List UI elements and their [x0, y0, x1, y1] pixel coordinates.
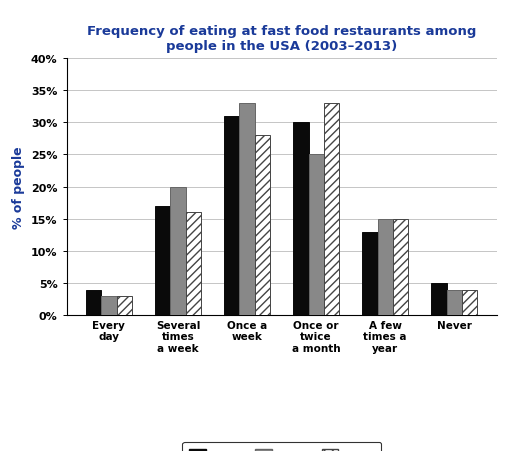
Bar [170, 187, 185, 316]
Bar [254, 136, 270, 316]
Bar [362, 232, 378, 316]
Bar [86, 290, 101, 316]
Y-axis label: % of people: % of people [12, 146, 26, 228]
Bar [240, 104, 254, 316]
Bar [432, 284, 446, 316]
Bar [324, 104, 339, 316]
Legend: 2003, 2006, 2013: 2003, 2006, 2013 [182, 442, 381, 451]
Bar [185, 213, 201, 316]
Bar [446, 290, 462, 316]
Title: Frequency of eating at fast food restaurants among
people in the USA (2003–2013): Frequency of eating at fast food restaur… [87, 25, 476, 53]
Bar [309, 155, 324, 316]
Bar [155, 207, 170, 316]
Bar [293, 123, 309, 316]
Bar [462, 290, 477, 316]
Bar [393, 219, 408, 316]
Bar [378, 219, 393, 316]
Bar [117, 296, 132, 316]
Bar [224, 116, 240, 316]
Bar [101, 296, 117, 316]
